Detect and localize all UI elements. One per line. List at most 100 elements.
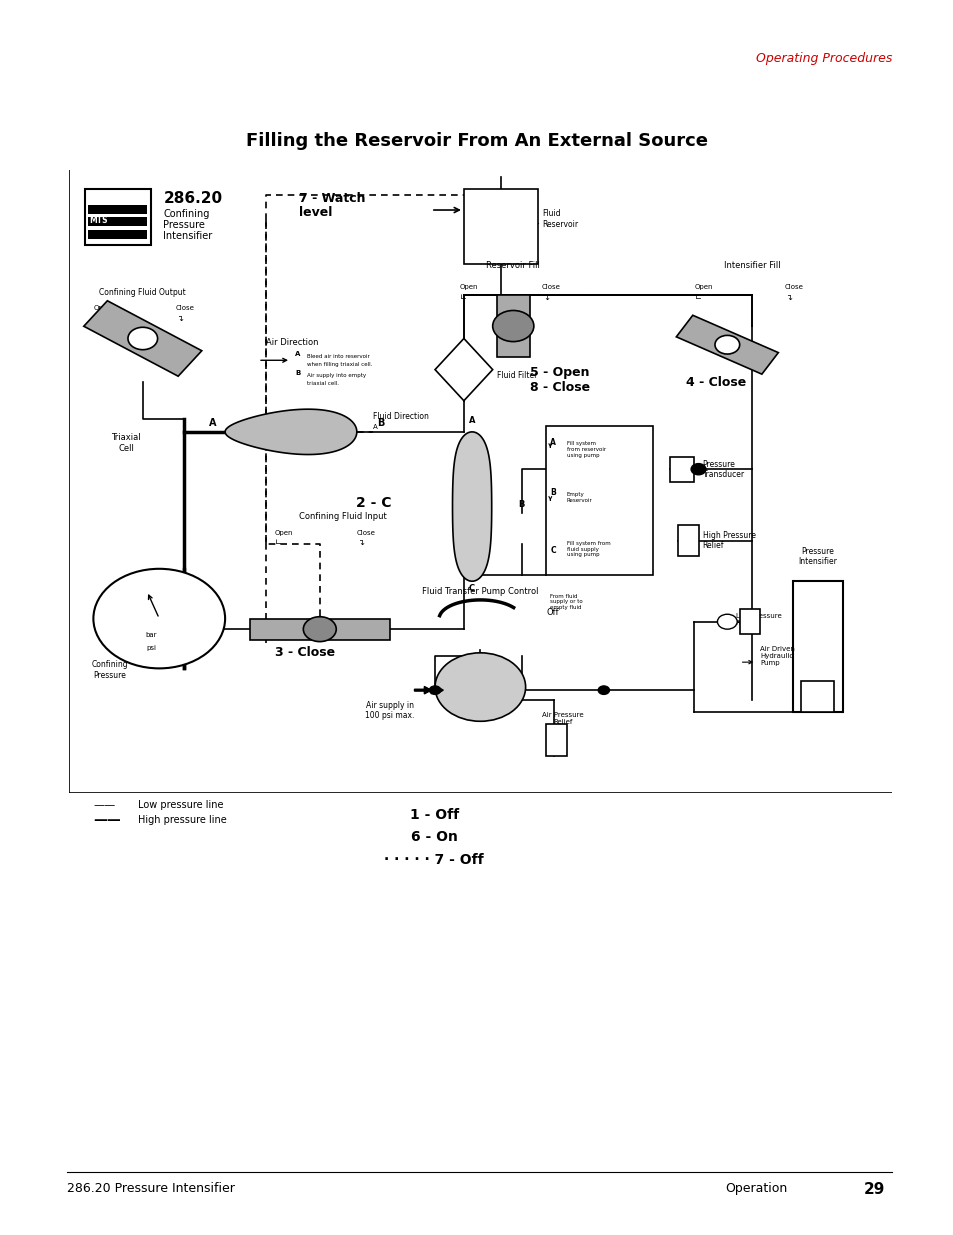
Circle shape (717, 614, 737, 629)
Circle shape (435, 653, 525, 721)
Text: Intensifier Fill: Intensifier Fill (723, 261, 780, 270)
Circle shape (492, 310, 534, 342)
Bar (546, 426, 653, 576)
Text: Triaxial
Cell: Triaxial Cell (112, 433, 141, 452)
Text: ——: —— (93, 800, 115, 810)
Text: A: A (209, 417, 216, 427)
Polygon shape (676, 315, 778, 374)
Text: Air supply in
100 psi max.: Air supply in 100 psi max. (365, 700, 414, 720)
Polygon shape (84, 301, 202, 377)
Text: Air supply into empty: Air supply into empty (307, 373, 366, 378)
Circle shape (690, 463, 705, 474)
Bar (88, 230, 147, 238)
Text: 2 - C: 2 - C (355, 495, 391, 510)
Text: A: A (550, 438, 556, 447)
Text: level: level (299, 206, 333, 220)
Bar (85, 189, 151, 245)
Text: C: C (550, 546, 556, 555)
Text: ↴: ↴ (356, 538, 363, 547)
Text: Close: Close (356, 530, 375, 536)
Text: Operating Procedures: Operating Procedures (755, 52, 891, 65)
Text: Fluid
Reservoir: Fluid Reservoir (541, 209, 578, 228)
Text: Close: Close (784, 284, 803, 290)
Text: Fluid Transfer Pump Control: Fluid Transfer Pump Control (421, 587, 538, 595)
Text: 5 - Open: 5 - Open (529, 366, 589, 379)
Polygon shape (452, 432, 491, 582)
Bar (678, 525, 698, 556)
Text: Intensifier: Intensifier (163, 231, 213, 241)
Text: A: A (294, 351, 300, 357)
Bar (250, 619, 390, 641)
Text: Filling the Reservoir From An External Source: Filling the Reservoir From An External S… (246, 132, 707, 149)
Text: Confining: Confining (163, 209, 210, 219)
Text: Fill system
from reservoir
using pump: Fill system from reservoir using pump (566, 441, 605, 458)
Text: ↴: ↴ (175, 314, 183, 324)
Circle shape (303, 616, 335, 642)
Text: Empty
Reservoir: Empty Reservoir (566, 492, 592, 503)
Text: High Pressure
Relief: High Pressure Relief (702, 531, 755, 551)
Text: ∟: ∟ (274, 538, 281, 547)
Text: 286.20 Pressure Intensifier: 286.20 Pressure Intensifier (67, 1182, 234, 1195)
Text: 29: 29 (862, 1182, 883, 1197)
Polygon shape (225, 409, 356, 454)
Text: Fill system from
fluid supply
using pump: Fill system from fluid supply using pump (566, 541, 610, 557)
Text: ∟: ∟ (93, 314, 100, 324)
Text: psi: psi (146, 645, 156, 651)
FancyArrow shape (414, 687, 431, 694)
Bar (669, 457, 694, 482)
Text: ——: —— (93, 813, 121, 827)
Text: Close: Close (175, 305, 194, 311)
Bar (792, 582, 841, 711)
Text: Pressure: Pressure (163, 220, 205, 230)
Text: triaxial cell.: triaxial cell. (307, 380, 339, 385)
Text: Open: Open (459, 284, 477, 290)
Text: Air Pressure
Relief: Air Pressure Relief (541, 713, 583, 725)
Text: 286.20: 286.20 (163, 191, 222, 206)
Text: 4 - Close: 4 - Close (685, 375, 745, 389)
Text: ∟: ∟ (459, 293, 466, 301)
Text: B: B (517, 499, 524, 509)
Circle shape (598, 685, 609, 694)
Text: Operation: Operation (724, 1182, 786, 1195)
Text: Open: Open (694, 284, 712, 290)
Text: · · · · · 7 - Off: · · · · · 7 - Off (384, 852, 483, 867)
Text: 7 - Watch: 7 - Watch (299, 191, 365, 205)
Text: Pressure
Transducer: Pressure Transducer (702, 459, 744, 479)
Text: Low pressure line: Low pressure line (138, 800, 224, 810)
Text: Bleed air into reservoir: Bleed air into reservoir (307, 354, 370, 359)
Circle shape (128, 327, 157, 350)
Text: C: C (469, 584, 475, 593)
Bar (88, 217, 147, 226)
Bar (546, 725, 566, 756)
Text: 6 - On: 6 - On (410, 830, 457, 845)
Text: High pressure line: High pressure line (138, 815, 227, 825)
Bar (463, 189, 537, 264)
Circle shape (93, 569, 225, 668)
Text: bar: bar (145, 632, 156, 638)
Text: Confining Fluid Input: Confining Fluid Input (299, 513, 387, 521)
Text: B: B (377, 417, 384, 427)
Text: Pressure
Intensifier: Pressure Intensifier (798, 547, 837, 566)
Circle shape (714, 336, 739, 354)
Text: ↴: ↴ (784, 293, 791, 301)
Circle shape (429, 685, 440, 694)
Text: B: B (294, 369, 300, 375)
Text: Confining
Pressure: Confining Pressure (91, 661, 128, 679)
Bar (497, 295, 529, 357)
Text: Air Direction: Air Direction (266, 337, 318, 347)
Polygon shape (435, 338, 492, 400)
Text: Confining Fluid Output: Confining Fluid Output (99, 288, 186, 296)
Text: Fluid Filter: Fluid Filter (497, 372, 537, 380)
Text: 1 - Off: 1 - Off (409, 808, 458, 823)
Text: MTS: MTS (90, 216, 108, 225)
Text: B: B (550, 488, 556, 498)
Text: From fluid
supply or to
empty fluid: From fluid supply or to empty fluid (550, 594, 582, 610)
Text: Air Driven
Hydraulic
Pump: Air Driven Hydraulic Pump (760, 646, 794, 666)
Text: Off: Off (546, 609, 558, 618)
Text: Reservoir Fill: Reservoir Fill (486, 261, 539, 270)
Bar (801, 680, 834, 711)
FancyArrow shape (431, 687, 443, 694)
Text: A: A (373, 424, 377, 430)
Text: Low Pressure
Relief: Low Pressure Relief (735, 613, 781, 626)
Text: Open: Open (274, 530, 293, 536)
